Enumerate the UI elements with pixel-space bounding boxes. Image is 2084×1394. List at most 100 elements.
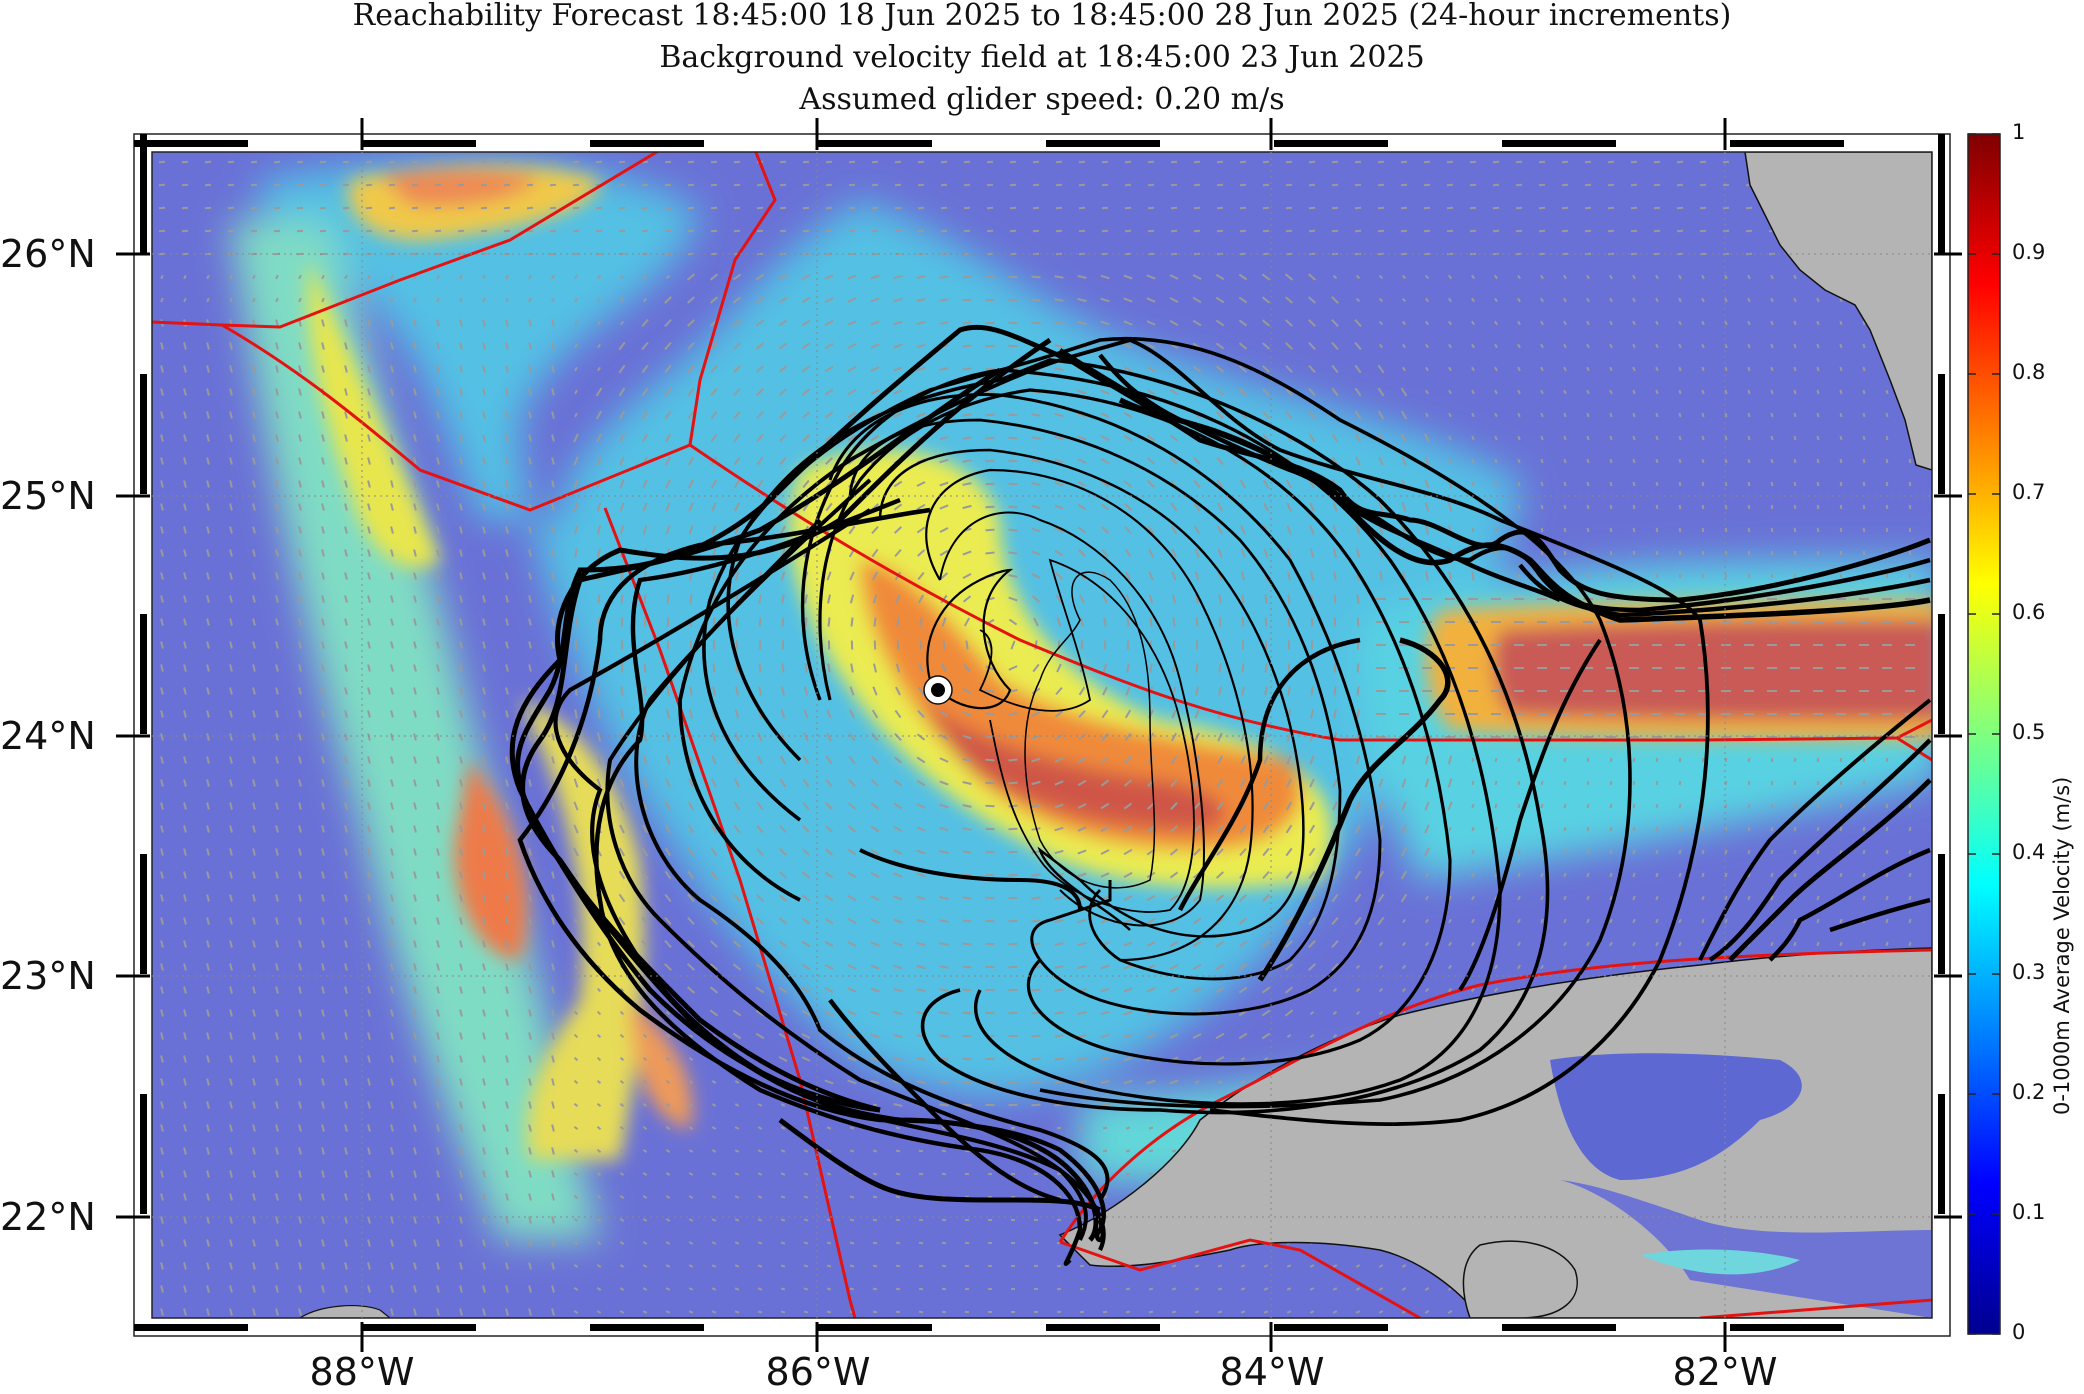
velocity-vector <box>1770 826 1774 832</box>
velocity-vector <box>870 941 880 947</box>
velocity-vector <box>1885 389 1889 395</box>
velocity-vector <box>1745 229 1753 233</box>
velocity-vector <box>801 917 811 925</box>
velocity-vector <box>1054 896 1064 900</box>
velocity-vector <box>1169 388 1179 396</box>
velocity-vector <box>528 1262 532 1270</box>
velocity-vector <box>528 411 532 419</box>
velocity-vector <box>893 297 903 303</box>
velocity-vector <box>503 206 511 210</box>
velocity-vector <box>1285 229 1293 233</box>
velocity-vector <box>733 183 741 187</box>
velocity-vector <box>551 457 555 465</box>
velocity-vector <box>1586 274 1590 280</box>
velocity-vector <box>1448 964 1452 970</box>
velocity-vector <box>1770 849 1774 855</box>
colorbar-tick-0.3: 0.3 <box>2012 960 2046 984</box>
velocity-vector <box>298 756 302 764</box>
velocity-vector <box>916 320 926 326</box>
velocity-vector <box>206 342 210 350</box>
velocity-vector <box>1123 274 1133 280</box>
velocity-vector <box>1586 849 1590 855</box>
velocity-vector <box>1724 458 1728 464</box>
velocity-vector <box>1032 183 1040 187</box>
velocity-vector <box>551 1239 555 1247</box>
velocity-vector <box>686 986 696 994</box>
velocity-vector <box>1793 366 1797 372</box>
velocity-vector <box>298 894 302 902</box>
velocity-vector <box>206 687 210 695</box>
velocity-vector <box>826 1310 832 1314</box>
velocity-vector <box>1331 341 1339 351</box>
velocity-vector <box>1193 206 1201 210</box>
velocity-vector <box>183 1239 187 1247</box>
velocity-vector <box>344 434 348 442</box>
velocity-vector <box>666 594 670 604</box>
velocity-vector <box>413 1193 417 1201</box>
velocity-vector <box>1239 229 1247 233</box>
velocity-vector <box>1885 895 1889 901</box>
velocity-vector <box>367 1193 371 1201</box>
velocity-vector <box>459 1101 463 1109</box>
velocity-vector <box>826 709 832 719</box>
velocity-vector <box>780 1310 786 1314</box>
velocity-vector <box>275 710 279 718</box>
velocity-vector <box>436 1262 440 1270</box>
velocity-vector <box>893 849 903 855</box>
velocity-vector <box>1261 986 1271 994</box>
velocity-vector <box>1285 940 1293 948</box>
velocity-vector <box>687 410 695 420</box>
velocity-vector <box>939 504 949 510</box>
velocity-vector <box>619 1056 625 1062</box>
velocity-vector <box>1540 918 1544 924</box>
velocity-vector <box>505 825 509 833</box>
velocity-vector <box>229 1032 233 1040</box>
velocity-vector <box>665 732 671 742</box>
velocity-vector <box>390 411 394 419</box>
velocity-vector <box>206 641 210 649</box>
velocity-vector <box>1054 298 1064 302</box>
velocity-vector <box>1862 895 1866 901</box>
velocity-vector <box>250 229 258 233</box>
velocity-vector <box>1609 895 1613 901</box>
velocity-vector <box>367 641 371 649</box>
velocity-vector <box>1425 297 1429 303</box>
velocity-vector <box>1147 183 1155 187</box>
velocity-vector <box>847 918 857 924</box>
velocity-vector <box>1285 183 1293 187</box>
velocity-vector <box>367 1170 371 1178</box>
velocity-vector <box>849 709 855 719</box>
velocity-vector <box>183 618 187 626</box>
velocity-vector <box>893 480 903 488</box>
velocity-vector <box>1609 849 1613 855</box>
velocity-vector <box>206 549 210 557</box>
velocity-vector <box>206 1032 210 1040</box>
velocity-vector <box>711 1080 717 1084</box>
velocity-vector <box>985 712 995 716</box>
velocity-vector <box>160 618 164 626</box>
velocity-vector <box>986 160 994 164</box>
velocity-vector <box>273 160 281 164</box>
velocity-vector <box>206 1262 210 1270</box>
velocity-vector <box>1770 274 1774 280</box>
velocity-vector <box>1378 297 1384 303</box>
velocity-vector <box>1102 1310 1108 1314</box>
velocity-vector <box>1655 849 1659 855</box>
velocity-vector <box>390 388 394 396</box>
velocity-vector <box>1402 343 1406 349</box>
velocity-vector <box>1423 183 1431 187</box>
velocity-vector <box>641 410 649 420</box>
velocity-vector <box>1724 504 1728 510</box>
velocity-vector <box>551 1101 555 1109</box>
velocity-vector <box>549 206 557 210</box>
velocity-vector <box>413 297 417 303</box>
velocity-vector <box>505 687 509 695</box>
velocity-vector <box>1862 481 1866 487</box>
velocity-vector <box>1077 872 1087 878</box>
velocity-vector <box>1123 320 1133 326</box>
velocity-vector <box>436 274 440 280</box>
velocity-vector <box>206 1055 210 1063</box>
velocity-vector <box>367 526 371 534</box>
velocity-vector <box>1471 412 1475 418</box>
velocity-vector <box>528 549 532 557</box>
